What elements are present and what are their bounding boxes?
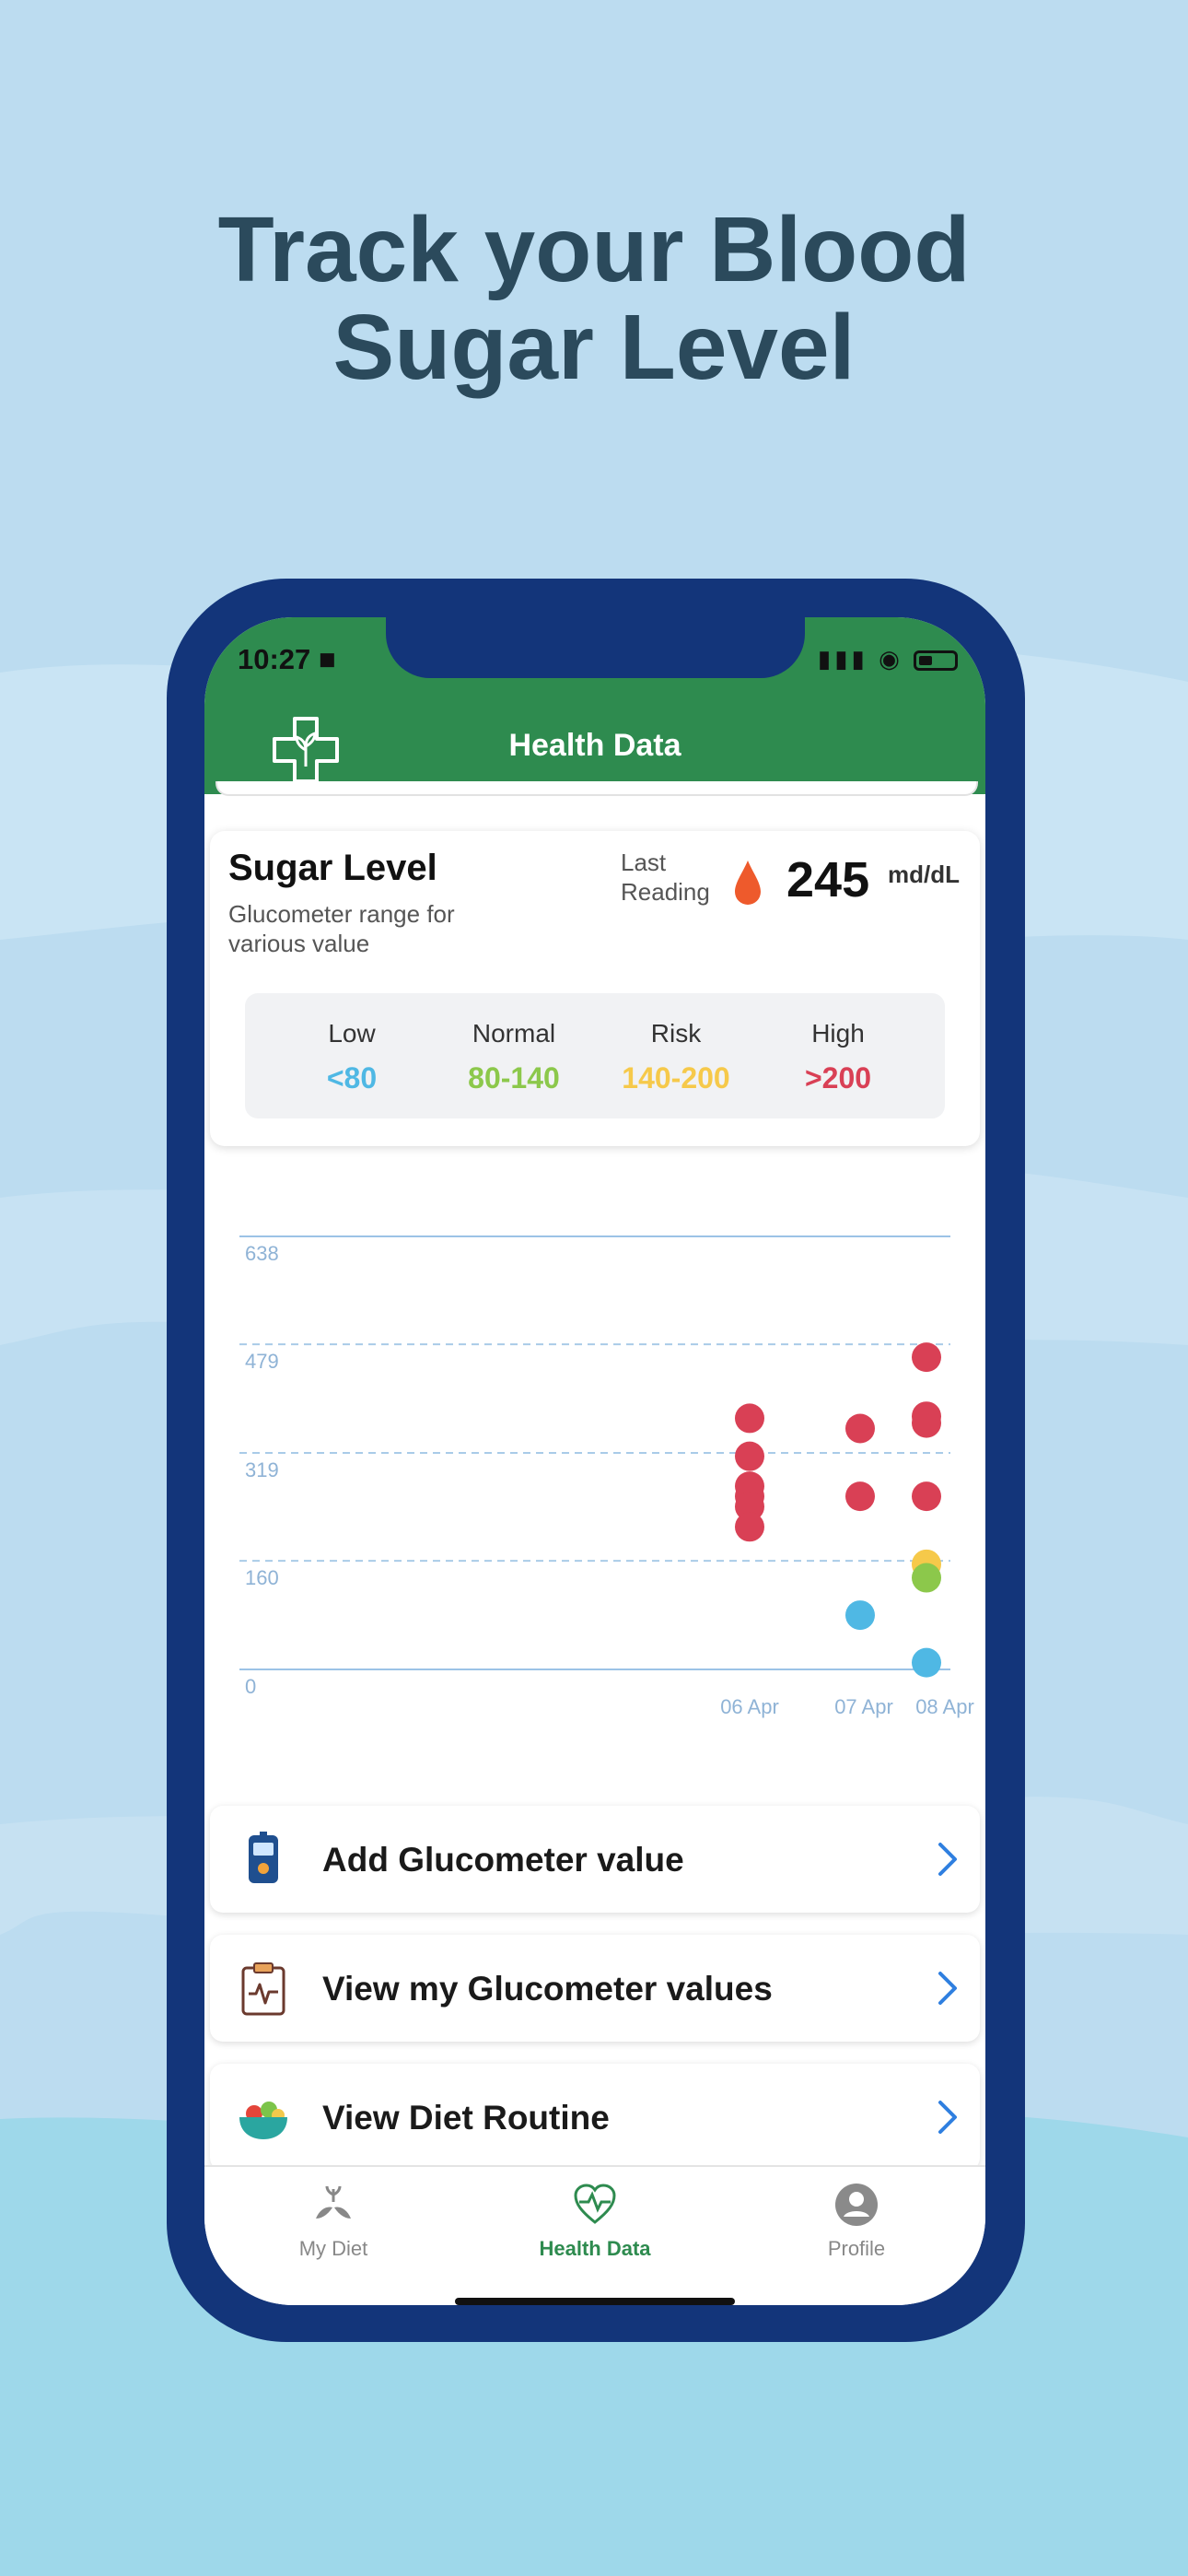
data-point[interactable] [912, 1481, 941, 1512]
range-high: High >200 [804, 1019, 872, 1095]
salad-bowl-icon [239, 2102, 287, 2139]
y-tick-label: 638 [245, 1242, 279, 1265]
chevron-right-icon [938, 2101, 957, 2134]
page-title: Health Data [508, 728, 681, 763]
chevron-right-icon [938, 1972, 957, 2005]
glucometer-icon [249, 1832, 278, 1883]
headline-line-1: Track your Blood [217, 198, 971, 301]
data-point[interactable] [912, 1342, 941, 1373]
tab-health-data[interactable]: Health Data [484, 2167, 705, 2277]
clipboard-pulse-icon [241, 1962, 285, 2016]
range-low: Low <80 [326, 1019, 378, 1095]
data-point[interactable] [735, 1512, 764, 1542]
battery-icon [914, 650, 958, 672]
x-tick-label: 06 Apr [720, 1695, 779, 1718]
x-tick-label: 08 Apr [915, 1695, 974, 1718]
last-reading-label: Last Reading [621, 849, 710, 906]
add-glucometer-value-button[interactable]: Add Glucometer value [210, 1806, 980, 1913]
data-point[interactable] [845, 1413, 875, 1444]
last-reading-value: 245 [786, 852, 870, 907]
range-normal: Normal 80-140 [468, 1019, 560, 1095]
data-point[interactable] [735, 1441, 764, 1471]
data-point[interactable] [735, 1492, 764, 1522]
status-icons: ▮▮▮ ◉ [818, 645, 958, 673]
y-tick-label: 479 [245, 1350, 279, 1373]
phone-screen: 10:27 ■ ▮▮▮ ◉ Health Data Sugar Level Gl… [204, 617, 985, 2305]
signal-icon: ▮▮▮ [817, 645, 868, 673]
app-header: 10:27 ■ ▮▮▮ ◉ Health Data [204, 617, 985, 794]
chevron-right-icon [938, 1843, 957, 1876]
bottom-tab-bar: My Diet Health Data Profile [204, 2165, 985, 2305]
range-risk: Risk 140-200 [622, 1019, 730, 1095]
data-point[interactable] [912, 1563, 941, 1593]
menu-label: Add Glucometer value [322, 1841, 684, 1879]
headline-line-2: Sugar Level [332, 296, 856, 399]
data-point[interactable] [845, 1600, 875, 1631]
blood-drop-icon [735, 861, 761, 905]
view-diet-routine-button[interactable]: View Diet Routine [210, 2064, 980, 2171]
menu-label: View Diet Routine [322, 2099, 610, 2137]
wifi-icon: ◉ [879, 645, 903, 673]
sugar-level-card: Sugar Level Glucometer range for various… [210, 831, 980, 1146]
view-glucometer-values-button[interactable]: View my Glucometer values [210, 1935, 980, 2042]
y-tick-label: 319 [245, 1458, 279, 1481]
x-tick-label: 07 Apr [834, 1695, 893, 1718]
data-point[interactable] [912, 1408, 941, 1438]
sugar-level-subtitle: Glucometer range for various value [228, 900, 455, 957]
data-point[interactable] [912, 1647, 941, 1678]
data-point[interactable] [845, 1481, 875, 1512]
previous-card-edge [215, 781, 978, 796]
phone-notch [386, 617, 805, 678]
glucose-scatter-chart: 0 160 319 479 638 06 Apr 07 Apr 08 Apr [239, 1235, 974, 1718]
menu-label: View my Glucometer values [322, 1970, 773, 2008]
glucose-range-legend: Low <80 Normal 80-140 Risk 140-200 High … [245, 993, 945, 1118]
profile-icon [835, 2184, 878, 2226]
y-tick-label: 160 [245, 1566, 279, 1589]
data-point[interactable] [735, 1403, 764, 1434]
headline: Track your Blood Sugar Level [0, 201, 1188, 396]
tab-my-diet[interactable]: My Diet [223, 2167, 444, 2277]
diet-plant-icon [316, 2185, 351, 2219]
car-icon: ■ [318, 643, 336, 675]
heart-pulse-icon [574, 2184, 616, 2224]
last-reading-unit: md/dL [888, 861, 960, 888]
status-time: 10:27 ■ [238, 643, 336, 675]
sugar-level-title: Sugar Level [228, 848, 437, 888]
home-indicator [455, 2298, 735, 2305]
y-tick-label: 0 [245, 1675, 256, 1698]
tab-profile[interactable]: Profile [746, 2167, 967, 2277]
